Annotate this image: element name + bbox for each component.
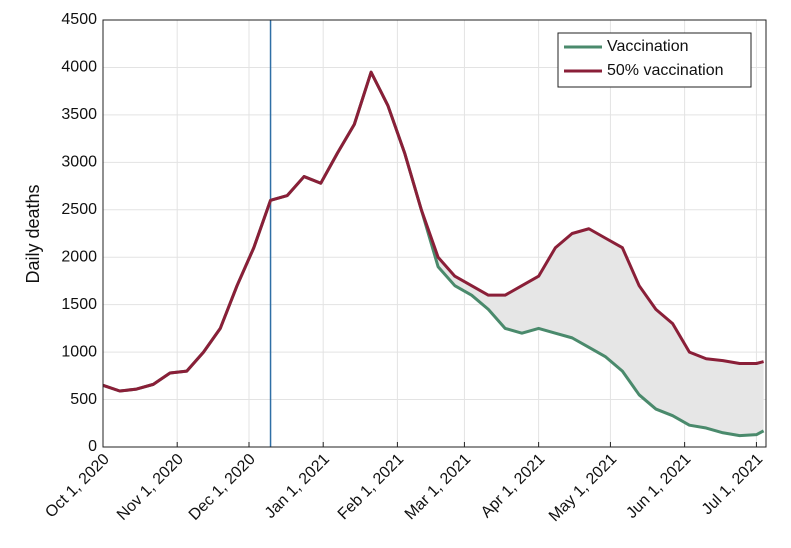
legend: Vaccination 50% vaccination (557, 32, 752, 88)
x-tick-label: Jul 1, 2021 (699, 451, 766, 518)
y-tick-label: 4500 (61, 11, 97, 28)
y-tick-label: 4000 (61, 59, 97, 76)
y-tick-label: 1000 (61, 343, 97, 360)
y-tick-label: 3500 (61, 106, 97, 123)
x-tick-label: Mar 1, 2021 (402, 451, 474, 523)
legend-label: Vaccination (607, 38, 689, 55)
x-tick-label: Apr 1, 2021 (478, 451, 549, 522)
x-tick-label: Jun 1, 2021 (623, 451, 694, 522)
line-series (102, 70, 764, 393)
legend-box (557, 32, 752, 88)
y-axis-label: Daily deaths (23, 184, 43, 283)
y-tick-label: 0 (88, 438, 97, 455)
y-tick-label: 2000 (61, 248, 97, 265)
legend-label: 50% vaccination (607, 62, 724, 79)
y-tick-label: 500 (70, 391, 97, 408)
x-tick-label: May 1, 2021 (546, 451, 620, 525)
x-tick-label: Nov 1, 2020 (114, 451, 187, 524)
plot-frame (102, 19, 767, 448)
y-tick-label: 2500 (61, 201, 97, 218)
y-tick-label: 3000 (61, 154, 97, 171)
x-tick-label: Oct 1, 2020 (42, 451, 113, 522)
x-tick-label: Dec 1, 2020 (186, 451, 259, 524)
y-tick-label: 1500 (61, 296, 97, 313)
gap-area (103, 72, 764, 436)
x-tick-label: Feb 1, 2021 (335, 451, 407, 523)
x-tick-label: Jan 1, 2021 (262, 451, 333, 522)
